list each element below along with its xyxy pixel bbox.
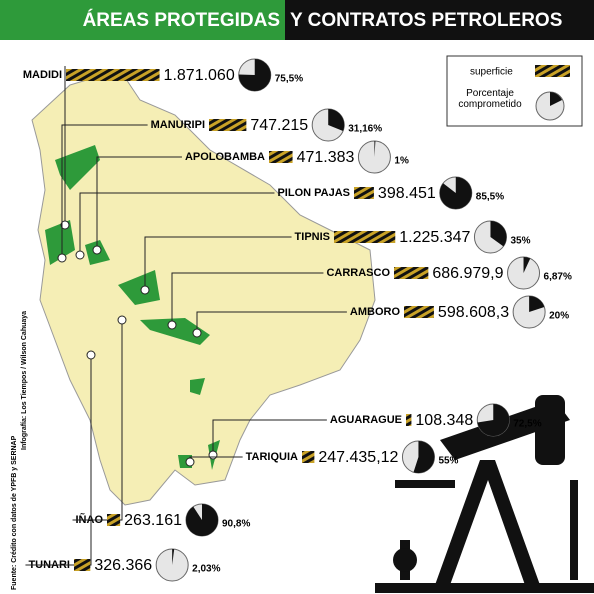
map-point <box>86 350 96 360</box>
map-point <box>185 457 195 467</box>
surface-value: 1.871.060 <box>164 67 235 84</box>
area-name: AMBORO <box>350 306 401 318</box>
surface-bar <box>66 69 160 81</box>
surface-bar <box>404 306 434 318</box>
title: ÁREAS PROTEGIDAS <box>83 9 280 31</box>
legend-label: Porcentaje comprometido <box>458 88 522 110</box>
pie-slice <box>374 141 376 157</box>
map-point <box>60 220 70 230</box>
area-name: APOLOBAMBA <box>185 151 265 163</box>
surface-bar <box>74 559 91 571</box>
legend-label: superficie <box>470 67 513 78</box>
map-point <box>192 328 202 338</box>
surface-bar <box>394 267 429 279</box>
title-bg-black <box>285 0 594 40</box>
map-point <box>167 320 177 330</box>
map-point <box>208 450 218 460</box>
surface-bar <box>354 187 374 199</box>
leader-line <box>72 320 123 521</box>
pie-slice <box>172 549 175 565</box>
map-point <box>117 315 127 325</box>
percent-label: 72,5% <box>513 419 541 430</box>
map-point <box>140 285 150 295</box>
surface-bar <box>269 151 293 163</box>
surface-bar <box>209 119 247 131</box>
percent-label: 85,5% <box>476 192 504 203</box>
surface-value: 471.383 <box>297 149 355 166</box>
area-name: IÑAO <box>76 513 104 526</box>
leader-line <box>171 272 324 325</box>
pie-slice <box>413 441 435 473</box>
surface-value: 326.366 <box>94 557 152 574</box>
area-name: TIPNIS <box>295 231 330 243</box>
surface-value: 598.608,3 <box>438 304 509 321</box>
pie-slice <box>523 257 531 273</box>
map <box>31 69 376 506</box>
pie-slice <box>529 296 545 312</box>
author: Infografía: Los Tiempos / Wilson Cahuaya <box>21 311 28 450</box>
percent-label: 35% <box>510 236 530 247</box>
pie-slice <box>328 109 345 132</box>
leader-line <box>61 124 148 258</box>
legend-pie-slice <box>550 92 562 106</box>
surface-value: 1.225.347 <box>399 229 470 246</box>
title: Y CONTRATOS PETROLEROS <box>290 10 562 31</box>
percent-label: 20% <box>549 311 569 322</box>
percent-label: 75,5% <box>275 74 303 85</box>
area-name: MANURIPI <box>151 119 205 131</box>
pie-slice <box>490 221 507 247</box>
surface-bar <box>107 514 121 526</box>
surface-bar <box>406 414 412 426</box>
area-name: AGUARAGUE <box>330 414 402 426</box>
leader-line <box>212 419 327 455</box>
surface-bar <box>302 451 315 463</box>
surface-value: 263.161 <box>124 512 182 529</box>
surface-value: 747.215 <box>250 117 308 134</box>
pie-slice <box>186 504 219 536</box>
leader-line <box>144 236 292 290</box>
leader-line <box>79 192 275 255</box>
map-point <box>92 245 102 255</box>
legend-swatch <box>535 65 570 77</box>
area-name: CARRASCO <box>326 267 390 279</box>
area-name: PILON PAJAS <box>277 187 350 199</box>
percent-label: 6,87% <box>544 272 572 283</box>
percent-label: 1% <box>394 156 409 167</box>
title-bg-green <box>0 0 285 40</box>
source: Fuente: Crédito con datos de YPFB y SERN… <box>11 435 18 590</box>
surface-bar <box>334 231 396 243</box>
percent-label: 2,03% <box>192 564 220 575</box>
surface-value: 108.348 <box>415 412 473 429</box>
leader-line <box>196 311 347 333</box>
area-name: MADIDI <box>23 69 62 81</box>
surface-value: 686.979,9 <box>432 265 503 282</box>
area-name: TARIQUIA <box>246 451 298 463</box>
leader-line <box>96 156 182 250</box>
percent-label: 55% <box>438 456 458 467</box>
surface-value: 247.435,12 <box>318 449 398 466</box>
leader-line <box>25 355 92 566</box>
map-point <box>75 250 85 260</box>
pie-slice <box>238 59 271 91</box>
map-point <box>57 253 67 263</box>
percent-label: 31,16% <box>348 124 382 135</box>
pie-slice <box>477 404 510 436</box>
legend-text: Porcentaje comprometido <box>458 88 522 110</box>
percent-label: 90,8% <box>222 519 250 530</box>
surface-value: 398.451 <box>378 185 436 202</box>
pie-slice <box>439 177 472 209</box>
